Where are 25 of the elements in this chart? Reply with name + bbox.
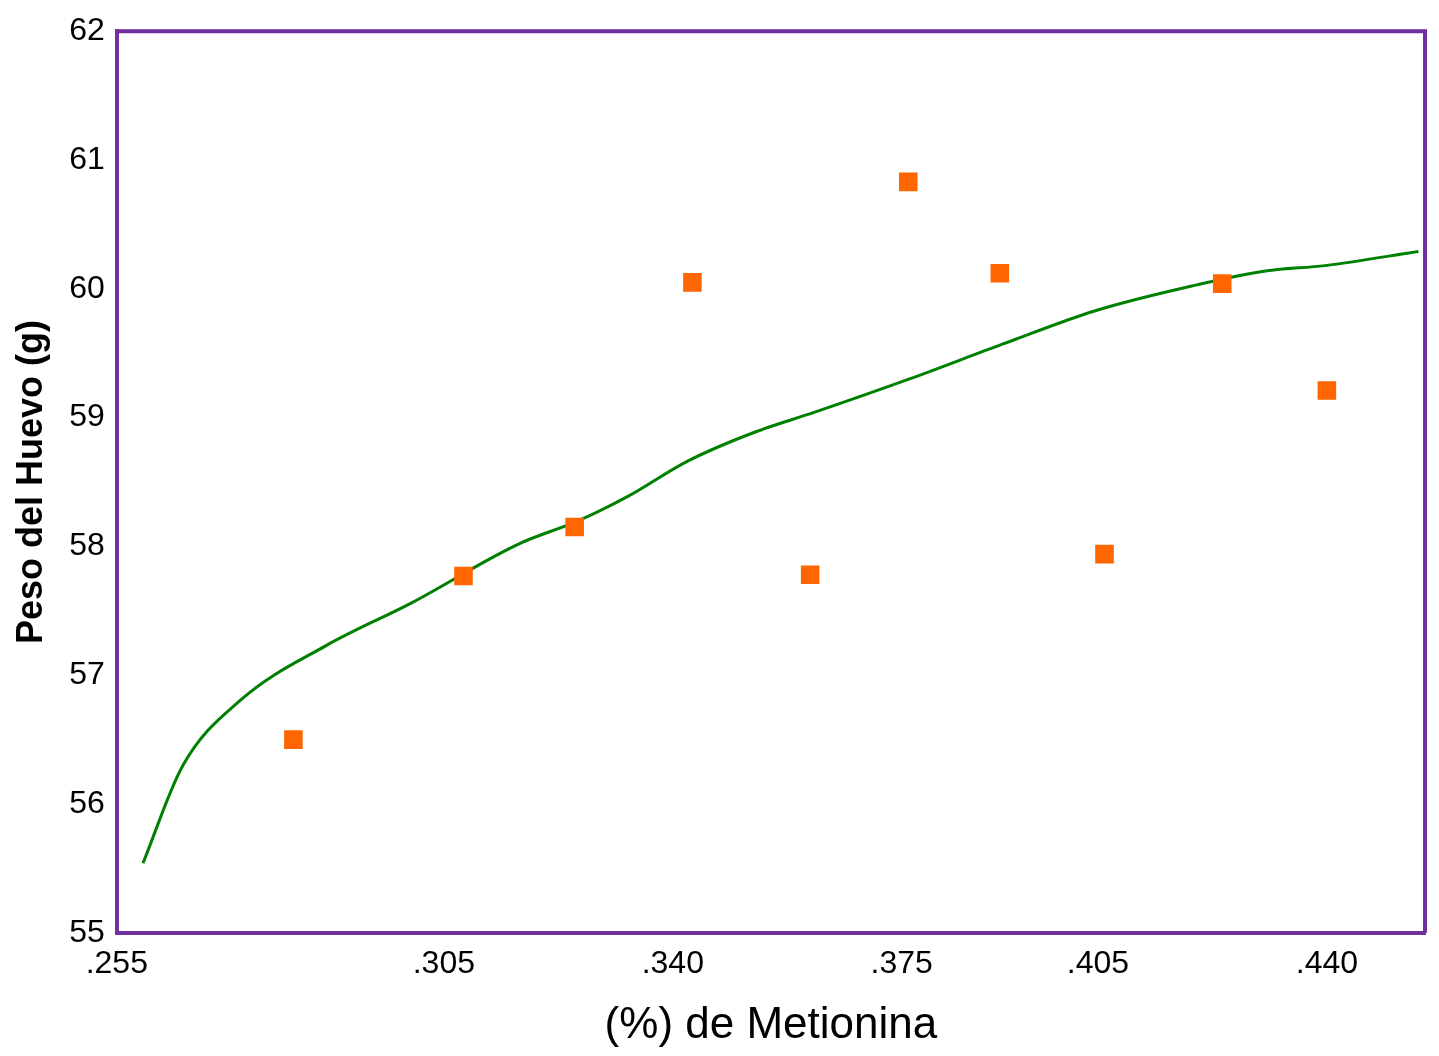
x-axis-title: (%) de Metionina <box>604 997 938 1047</box>
x-tick-label: .340 <box>641 943 704 980</box>
point <box>1317 381 1337 400</box>
y-tick-label: 57 <box>69 655 105 692</box>
point <box>800 565 820 585</box>
x-tick-label: .405 <box>1066 943 1130 980</box>
line-series <box>141 249 1420 865</box>
y-tick-label: 58 <box>69 526 105 563</box>
point <box>1212 274 1232 293</box>
point <box>683 273 702 292</box>
x-tick-label: .305 <box>412 943 475 980</box>
point <box>898 172 918 192</box>
y-tick-label: 62 <box>69 11 105 48</box>
y-tick-label: 61 <box>69 139 105 176</box>
y-tick-label: 56 <box>69 783 105 820</box>
y-tick-label: 59 <box>69 397 105 434</box>
point <box>1095 544 1114 564</box>
point <box>454 566 473 586</box>
point <box>990 264 1010 283</box>
y-tick-label: 60 <box>69 268 105 305</box>
point <box>565 517 584 537</box>
y-axis-title: Peso del Huevo (g) <box>8 319 50 645</box>
x-tick-label: .375 <box>870 943 933 980</box>
x-tick-label: .440 <box>1295 943 1359 980</box>
point <box>284 730 303 749</box>
